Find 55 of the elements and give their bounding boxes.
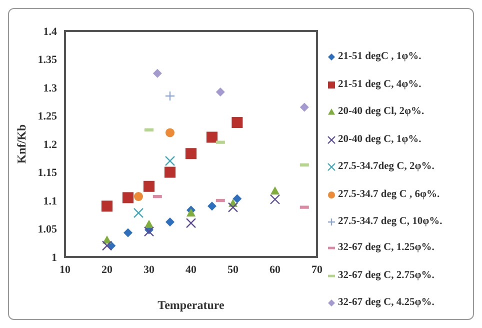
point bbox=[208, 202, 216, 211]
y-tick-label: 1.05 bbox=[38, 224, 58, 236]
point bbox=[232, 194, 242, 204]
y-tick-label: 1.2 bbox=[43, 138, 58, 151]
y-tick-label: 1.25 bbox=[38, 110, 58, 123]
point bbox=[144, 220, 154, 228]
point bbox=[102, 240, 112, 251]
point bbox=[164, 166, 176, 178]
x-tick-label: 20 bbox=[102, 264, 113, 276]
point bbox=[186, 208, 196, 217]
point bbox=[133, 208, 144, 218]
x-tick-label: 70 bbox=[312, 264, 323, 276]
point bbox=[152, 68, 162, 78]
point bbox=[186, 218, 196, 228]
legend-label: 27.5-34.7deg C, 2φ%. bbox=[338, 161, 434, 173]
legend-label: 32-67 deg C, 2.75φ%. bbox=[338, 270, 434, 282]
point bbox=[124, 228, 132, 238]
point bbox=[122, 192, 134, 204]
point bbox=[216, 88, 225, 97]
legend-label: 21-51 deg C, 4φ%. bbox=[338, 78, 422, 90]
x-tick-label: 60 bbox=[270, 264, 281, 276]
point bbox=[102, 200, 112, 212]
point bbox=[144, 226, 154, 237]
legend-label: 32-67 deg C, 1.25φ%. bbox=[338, 242, 434, 254]
x-tick-label: 40 bbox=[186, 264, 197, 276]
point bbox=[164, 156, 176, 166]
legend-label: 21-51 degC , 1φ%. bbox=[338, 51, 422, 63]
point bbox=[186, 148, 196, 160]
point bbox=[232, 117, 243, 128]
y-tick-label: 1.35 bbox=[38, 54, 58, 66]
legend-label: 20-40 deg C, 1φ%. bbox=[338, 134, 422, 146]
point bbox=[270, 186, 280, 194]
y-tick-label: 1 bbox=[52, 252, 57, 264]
x-tick-label: 30 bbox=[144, 264, 155, 276]
point bbox=[300, 102, 309, 112]
y-axis-title: Knf/Kb bbox=[14, 124, 28, 164]
point bbox=[164, 90, 176, 102]
legend-label: 27.5-34.7 deg C, 10φ%. bbox=[338, 216, 442, 228]
y-tick-label: 1.3 bbox=[43, 82, 58, 94]
x-tick-label: 10 bbox=[60, 264, 71, 276]
point bbox=[166, 217, 174, 226]
y-tick-label: 1.15 bbox=[38, 167, 58, 180]
x-axis-title: Temperature bbox=[158, 298, 225, 312]
y-tick-label: 1.4 bbox=[43, 26, 58, 38]
point bbox=[228, 202, 238, 212]
point bbox=[206, 132, 218, 143]
point bbox=[144, 180, 154, 192]
point bbox=[166, 128, 174, 138]
legend-label: 20-40 deg Cl, 2φ%. bbox=[338, 106, 424, 118]
point bbox=[134, 192, 143, 202]
legend-label: 32-67 deg C, 4.25φ%. bbox=[338, 297, 434, 309]
y-tick-label: 1.1 bbox=[43, 195, 57, 208]
point bbox=[270, 194, 280, 204]
legend-label: 27.5-34.7 deg C , 6φ%. bbox=[338, 188, 440, 200]
x-tick-label: 50 bbox=[228, 264, 239, 276]
